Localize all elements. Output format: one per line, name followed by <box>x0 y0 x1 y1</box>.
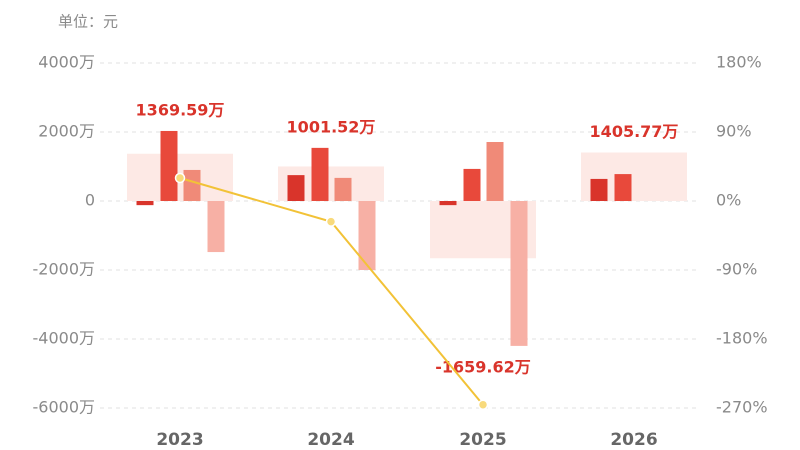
bar <box>486 142 504 201</box>
bar <box>136 201 154 206</box>
bar <box>463 168 481 201</box>
y2-tick-label: 180% <box>716 53 762 72</box>
y2-tick-label: 90% <box>716 122 752 141</box>
growth-point <box>174 172 186 184</box>
value-label: -1659.62万 <box>435 357 531 376</box>
bar <box>311 147 329 201</box>
bar <box>590 178 608 201</box>
bar <box>207 201 225 253</box>
bar <box>510 201 528 346</box>
y2-tick-label: -180% <box>716 329 768 348</box>
value-label: 1405.77万 <box>590 122 679 141</box>
y2-tick-label: -90% <box>716 260 757 279</box>
x-tick-label: 2026 <box>610 430 657 450</box>
value-label: 1369.59万 <box>136 100 225 119</box>
y-tick-label: -4000万 <box>33 329 96 348</box>
x-tick-label: 2023 <box>156 430 203 450</box>
bar <box>160 130 178 201</box>
y-tick-label: -2000万 <box>33 260 96 279</box>
y-tick-label: -6000万 <box>33 398 96 417</box>
growth-point <box>325 216 337 227</box>
bar <box>334 177 352 201</box>
bar <box>358 201 376 270</box>
y-tick-label: 0 <box>85 191 95 210</box>
bar <box>614 174 632 201</box>
y2-tick-label: -270% <box>716 398 768 417</box>
x-tick-label: 2024 <box>307 430 354 450</box>
bar <box>287 175 305 201</box>
x-tick-label: 2025 <box>459 430 506 450</box>
y2-tick-label: 0% <box>716 191 741 210</box>
bar <box>183 169 201 201</box>
value-label: 1001.52万 <box>287 117 376 136</box>
bar <box>439 201 457 206</box>
y-tick-label: 2000万 <box>38 122 95 141</box>
y-tick-label: 4000万 <box>38 53 95 72</box>
growth-point <box>477 399 489 410</box>
unit-label: 单位：元 <box>58 13 118 31</box>
